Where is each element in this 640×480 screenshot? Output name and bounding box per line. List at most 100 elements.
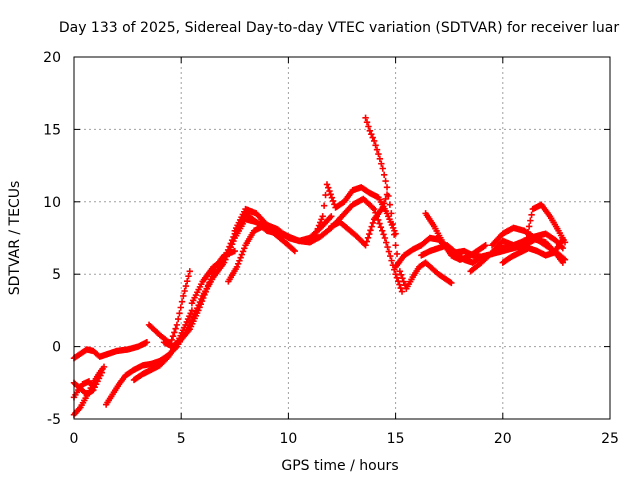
data-point [387,252,394,260]
data-point [383,184,391,191]
x-axis-label: GPS time / hours [281,458,398,474]
data-point [388,210,395,217]
data-point [376,155,384,163]
data-point [380,200,388,207]
x-tick-label: 15 [387,431,405,447]
data-point [223,250,230,257]
data-point [379,165,386,172]
x-tick-label: 25 [601,431,619,447]
data-point [559,244,567,252]
grid [74,57,610,419]
data-point [180,292,187,300]
data-point [397,284,404,292]
data-point [227,240,234,247]
data-point [313,228,320,235]
data-points [70,114,569,418]
data-point [174,315,182,323]
x-tick-label: 0 [70,431,79,447]
y-tick-label: 0 [52,340,61,356]
data-point [366,127,374,135]
data-point [393,250,401,258]
data-point [370,205,378,213]
data-point [386,201,394,208]
data-point [326,187,333,195]
data-point [368,131,375,138]
data-point [379,227,386,234]
data-point [378,160,385,167]
data-point [327,191,334,198]
data-point [525,223,533,230]
data-point [482,242,489,249]
y-tick-label: 10 [43,195,61,211]
data-point [169,332,177,340]
data-point [177,304,184,311]
data-point [398,288,406,295]
data-point [392,242,399,249]
series-track-13 [310,181,399,242]
data-point [368,223,375,230]
data-point [396,268,404,275]
data-point [365,123,372,130]
data-point [522,240,529,247]
data-point [236,257,243,264]
data-point [380,171,388,178]
data-point [448,279,455,287]
data-point [315,222,323,229]
data-point [372,142,379,149]
data-point [383,239,390,246]
data-point [310,234,318,242]
data-point [325,184,332,191]
data-point [390,231,398,238]
data-point [173,321,181,329]
data-point [392,271,399,278]
data-point [379,204,386,211]
data-point [363,238,371,245]
data-point [397,271,405,278]
data-point [389,220,396,228]
data-point [222,253,229,260]
y-tick-label: 5 [52,267,61,283]
x-tick-label: 5 [177,431,186,447]
series-track-21 [499,236,567,266]
data-point [226,243,233,250]
data-point [319,213,326,220]
data-point [234,260,242,268]
data-point [362,242,369,249]
data-point [369,219,377,227]
data-point [328,213,335,220]
series-track-3 [70,378,97,401]
data-point [237,254,244,261]
data-point [220,256,228,263]
data-point [312,231,319,239]
data-point [231,247,238,255]
data-point [329,197,337,205]
series-track-15 [362,114,455,292]
data-point [314,225,322,232]
data-point [366,230,373,238]
data-point [380,231,387,238]
x-axis-ticks: 0 5 10 15 20 25 [70,57,619,447]
series-track-18 [422,210,489,263]
data-point [400,278,407,285]
data-point [185,273,192,280]
series-track-19 [467,201,569,275]
data-point [178,298,186,305]
plot-frame [73,56,611,420]
data-point [100,363,108,371]
data-point [186,268,193,275]
data-point [376,220,383,227]
data-point [381,234,389,242]
x-tick-label: 20 [494,431,512,447]
data-point [176,310,183,317]
series-track-14 [328,191,391,249]
data-point [388,257,395,264]
data-point [188,307,196,314]
data-point [528,211,535,219]
data-point [182,282,190,290]
y-tick-label: -5 [47,412,61,428]
data-point [364,234,372,241]
data-point [238,251,246,258]
y-tick-label: 20 [43,50,61,66]
data-point [446,278,454,286]
